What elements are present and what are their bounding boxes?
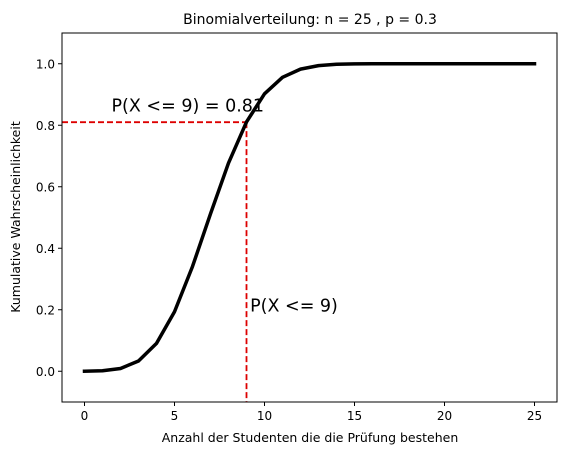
x-axis-ticks: 0 5 10 15 20 25 <box>81 402 542 423</box>
annotations: P(X <= 9) = 0.81 P(X <= 9) <box>112 96 338 316</box>
y-axis-ticks: 0.0 0.2 0.4 0.6 0.8 1.0 <box>36 57 62 379</box>
x-axis-label: Anzahl der Studenten die die Prüfung bes… <box>162 430 459 445</box>
y-tick-label: 1.0 <box>36 57 55 71</box>
y-tick-label: 0.8 <box>36 119 55 133</box>
x-tick-label: 15 <box>347 409 362 423</box>
series-layer <box>82 62 537 374</box>
y-tick-label: 0.6 <box>36 180 55 194</box>
y-tick-label: 0.2 <box>36 303 55 317</box>
x-tick-label: 0 <box>81 409 89 423</box>
x-tick-label: 25 <box>527 409 542 423</box>
chart-title: Binomialverteilung: n = 25 , p = 0.3 <box>183 12 437 28</box>
plot-frame <box>61 32 558 403</box>
y-tick-label: 0.0 <box>36 365 55 379</box>
y-tick-label: 0.4 <box>36 242 55 256</box>
x-tick-label: 5 <box>171 409 179 423</box>
cdf-series-line <box>82 62 537 374</box>
annotation-label: P(X <= 9) = 0.81 <box>112 96 265 116</box>
reference-lines <box>62 121 248 402</box>
annotation-label: P(X <= 9) <box>250 296 338 316</box>
x-tick-label: 20 <box>437 409 452 423</box>
x-tick-label: 10 <box>257 409 272 423</box>
y-axis-label: Kumulative Wahrscheinlichkeit <box>8 121 23 313</box>
